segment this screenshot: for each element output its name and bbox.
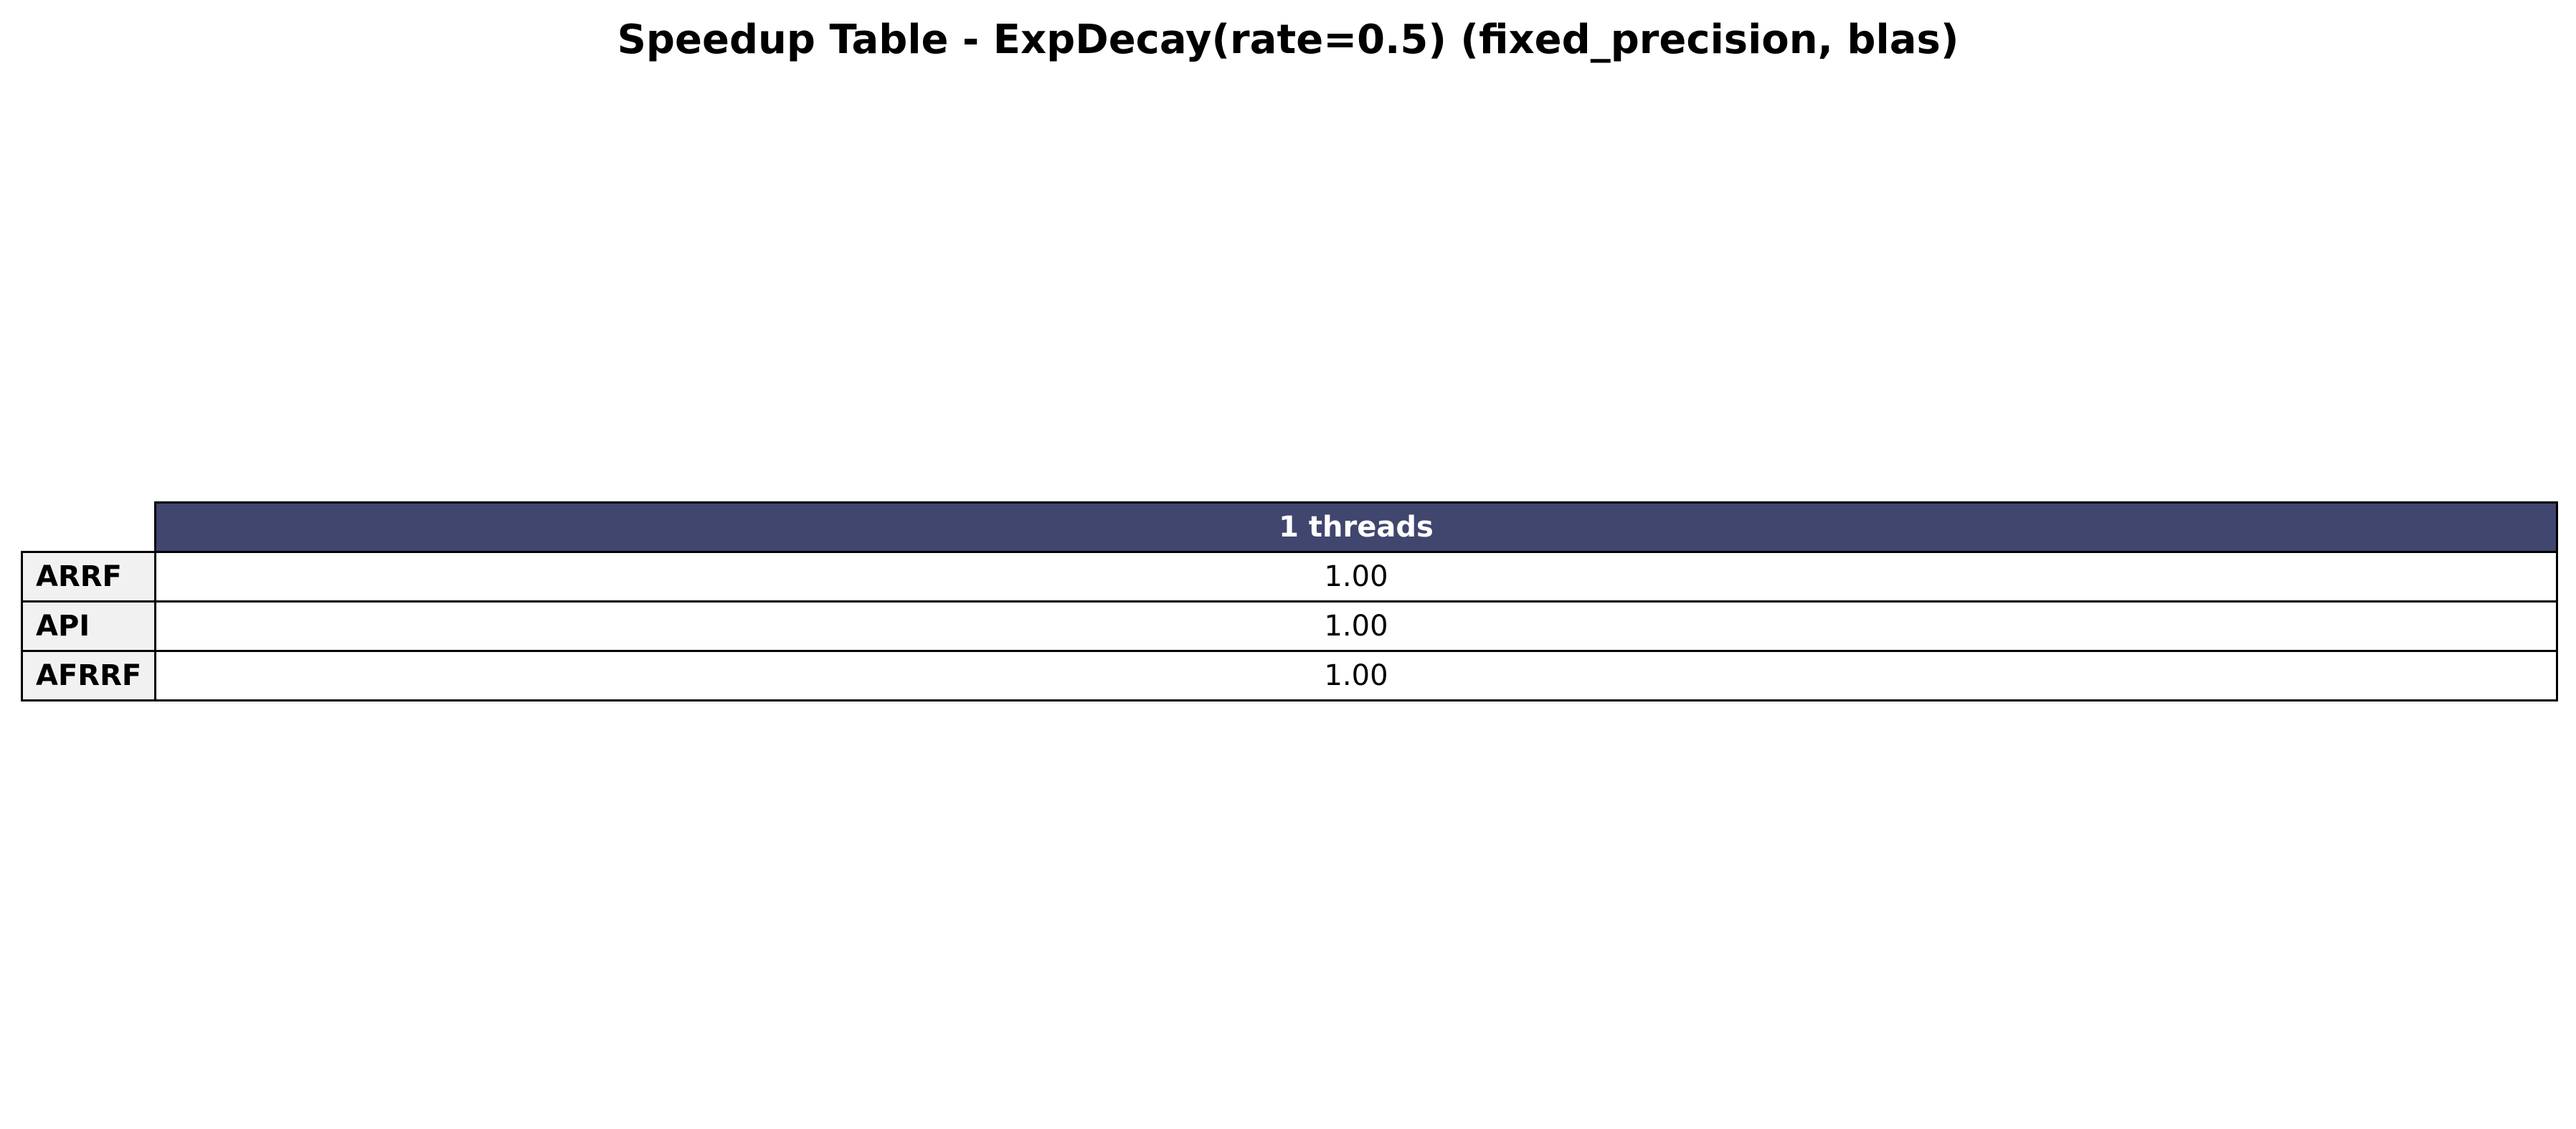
- speedup-table-container: 1 threads ARRF 1.00 API 1.00 AFRRF 1.00: [21, 501, 2558, 702]
- table-cell: 1.00: [154, 600, 2558, 652]
- row-label: AFRRF: [21, 650, 156, 702]
- header-row: 1 threads: [22, 501, 2558, 553]
- row-label: API: [21, 600, 156, 652]
- table-row: ARRF 1.00: [21, 551, 2558, 603]
- table-row: AFRRF 1.00: [21, 650, 2558, 702]
- corner-cell: [22, 502, 156, 553]
- chart-title: Speedup Table - ExpDecay(rate=0.5) (fixe…: [617, 16, 1959, 63]
- speedup-table: 1 threads ARRF 1.00 API 1.00 AFRRF 1.00: [21, 501, 2558, 702]
- table-row: API 1.00: [21, 600, 2558, 652]
- table-cell: 1.00: [154, 650, 2558, 702]
- row-label: ARRF: [21, 551, 156, 603]
- table-cell: 1.00: [154, 551, 2558, 603]
- column-header: 1 threads: [154, 501, 2558, 553]
